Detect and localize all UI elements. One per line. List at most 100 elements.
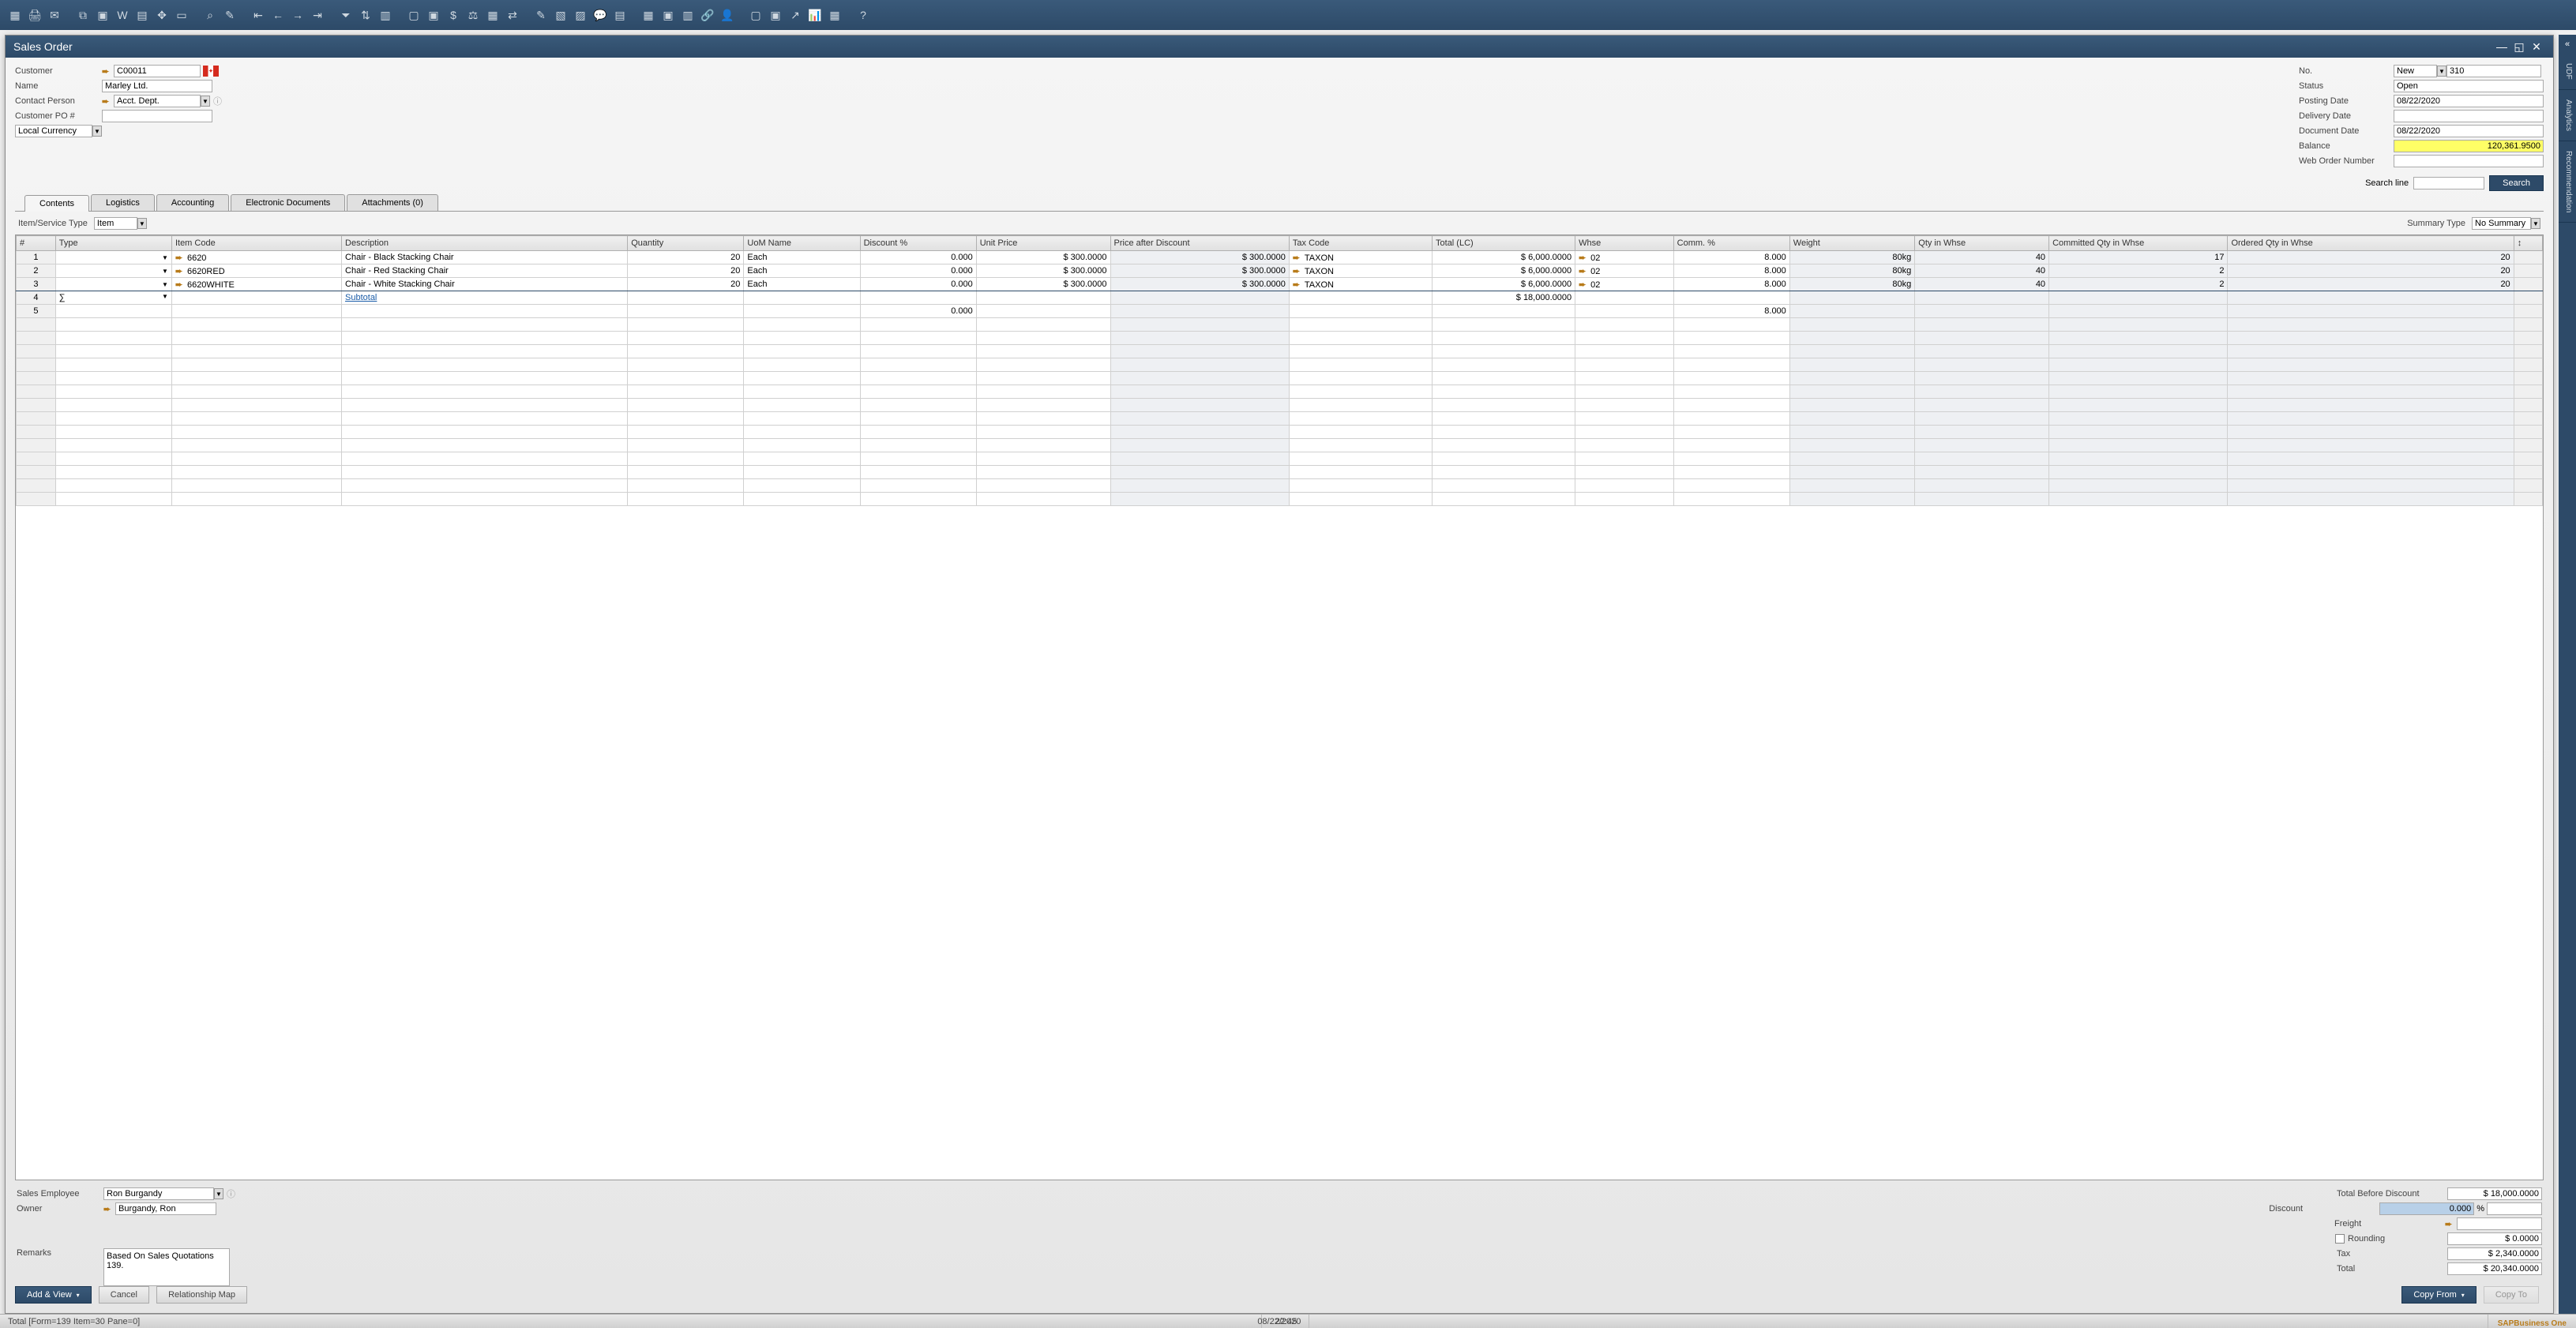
grid-cell[interactable] <box>1575 291 1674 305</box>
side-tab-recommendation[interactable]: Recommendation <box>2559 141 2576 223</box>
preview-icon[interactable]: ▦ <box>6 6 24 24</box>
grid-cell[interactable] <box>1289 358 1432 372</box>
grid-cell[interactable] <box>1673 479 1789 493</box>
grid-cell[interactable] <box>2514 493 2542 506</box>
grid-cell[interactable] <box>2228 439 2514 452</box>
grid-cell[interactable] <box>628 358 744 372</box>
grid-cell[interactable] <box>2514 466 2542 479</box>
grid-cell[interactable] <box>744 479 860 493</box>
grid-cell[interactable] <box>17 493 56 506</box>
grid-cell[interactable] <box>17 452 56 466</box>
grid-cell[interactable] <box>628 318 744 332</box>
related-icon[interactable]: ▨ <box>572 6 589 24</box>
grid-cell[interactable] <box>976 452 1110 466</box>
grid-cell[interactable] <box>1110 412 1289 426</box>
grid-cell[interactable] <box>171 291 341 305</box>
grid-cell[interactable] <box>55 439 171 452</box>
grid-cell[interactable] <box>1289 332 1432 345</box>
cell-taxcode[interactable]: ➨TAXON <box>1289 278 1432 291</box>
grid-cell[interactable] <box>1575 439 1674 452</box>
grid-cell[interactable] <box>2514 412 2542 426</box>
grid-cell[interactable] <box>860 412 976 426</box>
row-num[interactable]: 1 <box>17 251 56 264</box>
subtotal-row[interactable]: 4∑ ▼Subtotal$ 18,000.0000 <box>17 291 2543 305</box>
grid-cell[interactable] <box>17 466 56 479</box>
grid-cell[interactable] <box>171 399 341 412</box>
maximize-icon[interactable]: ◱ <box>2510 39 2528 54</box>
grid-cell[interactable] <box>1289 318 1432 332</box>
chevron-down-icon[interactable]: ▼ <box>92 126 102 137</box>
grid-cell[interactable] <box>2514 479 2542 493</box>
empty-row[interactable] <box>17 332 2543 345</box>
grid-cell[interactable] <box>1673 318 1789 332</box>
col-num[interactable]: # <box>17 236 56 251</box>
col-taxcode[interactable]: Tax Code <box>1289 236 1432 251</box>
col-comm[interactable]: Comm. % <box>1673 236 1789 251</box>
cell-committed[interactable]: 2 <box>2049 278 2228 291</box>
tab-logistics[interactable]: Logistics <box>91 194 155 211</box>
grid-cell[interactable] <box>2049 493 2228 506</box>
grid-cell[interactable] <box>1575 372 1674 385</box>
cell-total[interactable]: $ 6,000.0000 <box>1433 251 1575 264</box>
grid-cell[interactable] <box>17 426 56 439</box>
chevron-down-icon[interactable]: ▼ <box>201 96 210 107</box>
filter-icon[interactable]: ⏷ <box>337 6 355 24</box>
link-arrow-icon[interactable]: ➨ <box>2445 1219 2454 1229</box>
grid-cell[interactable] <box>1289 385 1432 399</box>
grid-cell[interactable] <box>860 291 976 305</box>
cell-type[interactable]: ▼ <box>55 278 171 291</box>
new-icon[interactable]: ✎ <box>221 6 238 24</box>
grid-cell[interactable] <box>1433 493 1575 506</box>
grid-cell[interactable] <box>2049 332 2228 345</box>
cockpit-icon[interactable]: ▦ <box>826 6 843 24</box>
info-icon[interactable]: ⓘ <box>213 95 222 107</box>
grid-cell[interactable] <box>1289 439 1432 452</box>
grid-cell[interactable] <box>1789 452 1914 466</box>
grid-cell[interactable] <box>744 493 860 506</box>
grid-cell[interactable] <box>1433 399 1575 412</box>
grid-cell[interactable] <box>1110 291 1289 305</box>
empty-row[interactable] <box>17 318 2543 332</box>
query-icon[interactable]: ▢ <box>747 6 764 24</box>
grid-cell[interactable] <box>342 426 628 439</box>
move-icon[interactable]: ✥ <box>153 6 171 24</box>
grid-cell[interactable] <box>1289 399 1432 412</box>
grid-cell[interactable] <box>17 399 56 412</box>
grid-cell[interactable] <box>744 305 860 318</box>
grid-cell[interactable] <box>55 466 171 479</box>
grid-cell[interactable] <box>1110 399 1289 412</box>
chart-icon[interactable]: 📊 <box>806 6 824 24</box>
link-icon[interactable]: 🔗 <box>699 6 716 24</box>
grid-cell[interactable] <box>2228 466 2514 479</box>
grid-cell[interactable] <box>976 439 1110 452</box>
grid-cell[interactable] <box>628 439 744 452</box>
grid-cell[interactable] <box>2514 345 2542 358</box>
grid-cell[interactable] <box>2049 452 2228 466</box>
cell-weight[interactable]: 80kg <box>1789 251 1914 264</box>
grid-cell[interactable] <box>2228 479 2514 493</box>
side-tab-analytics[interactable]: Analytics <box>2559 90 2576 141</box>
grid-cell[interactable] <box>2228 358 2514 372</box>
cell-ordered[interactable]: 20 <box>2228 278 2514 291</box>
cell-qtywhse[interactable]: 40 <box>1915 251 2049 264</box>
grid-cell[interactable] <box>1789 372 1914 385</box>
grid-cell[interactable] <box>1575 385 1674 399</box>
cell-type[interactable]: ▼ <box>55 251 171 264</box>
grid-cell[interactable] <box>976 305 1110 318</box>
grid-cell[interactable] <box>1289 291 1432 305</box>
grid-cell[interactable] <box>55 318 171 332</box>
grid-cell[interactable] <box>55 345 171 358</box>
grid-cell[interactable] <box>744 399 860 412</box>
item-service-input[interactable] <box>94 217 137 230</box>
grid-cell[interactable] <box>1110 385 1289 399</box>
print-icon[interactable]: 🖨 <box>26 6 43 24</box>
grid-cell[interactable] <box>2228 493 2514 506</box>
grid-cell[interactable] <box>976 466 1110 479</box>
grid-cell[interactable] <box>55 332 171 345</box>
grid-cell[interactable] <box>1673 426 1789 439</box>
grid-cell[interactable] <box>1789 412 1914 426</box>
grid-cell[interactable] <box>17 439 56 452</box>
grid-cell[interactable] <box>1289 466 1432 479</box>
grid-cell[interactable] <box>342 345 628 358</box>
grid-cell[interactable] <box>1110 372 1289 385</box>
